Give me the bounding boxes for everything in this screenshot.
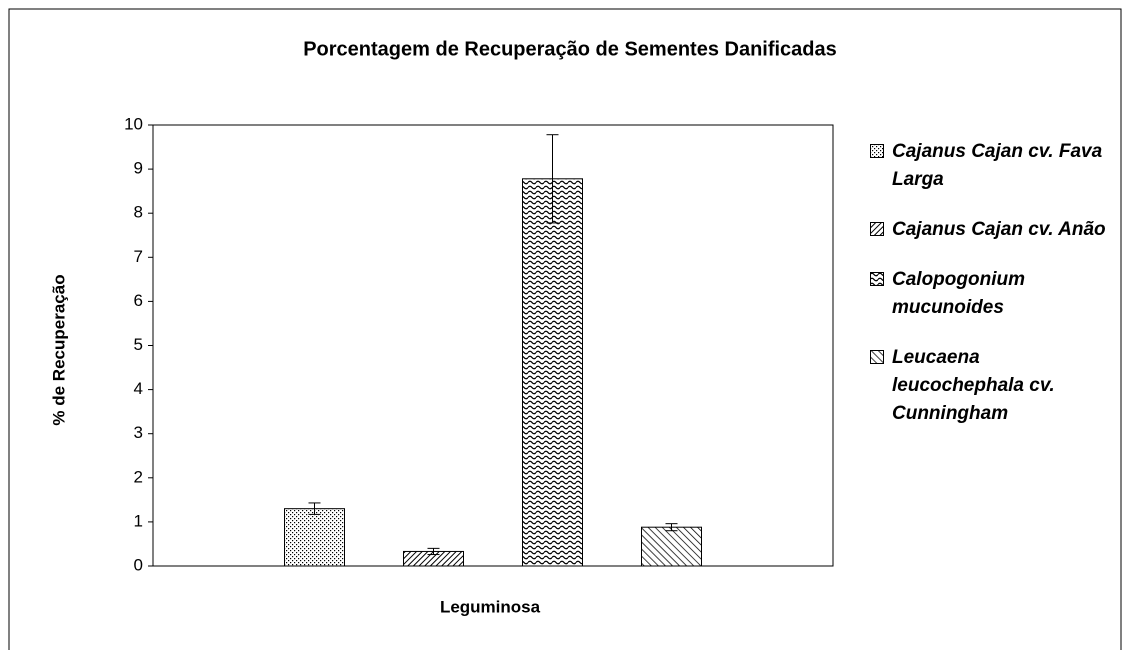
error-bar bbox=[308, 502, 321, 515]
bar bbox=[641, 526, 702, 567]
y-axis-title: % de Recuperação bbox=[49, 274, 68, 425]
legend-label: Cajanus Cajan cv. Anão bbox=[892, 219, 1106, 240]
bar bbox=[522, 178, 583, 567]
chart-title: Porcentagem de Recuperação de Sementes D… bbox=[303, 38, 837, 60]
legend-swatch bbox=[870, 272, 884, 286]
y-tick-label: 0 bbox=[134, 555, 143, 574]
y-tick-label: 7 bbox=[134, 247, 143, 266]
x-axis-title: Leguminosa bbox=[440, 597, 541, 616]
y-tick-label: 10 bbox=[124, 114, 143, 133]
legend-item: Cajanus Cajan cv. Fava Larga bbox=[870, 138, 1120, 194]
y-tick-label: 2 bbox=[134, 467, 143, 486]
legend-item: Cajanus Cajan cv. Anão bbox=[870, 216, 1120, 244]
legend-swatch-box bbox=[870, 272, 884, 286]
y-tick-label: 5 bbox=[134, 335, 143, 354]
legend-label: Leucaena leucochephala cv. Cunningham bbox=[892, 347, 1055, 424]
y-tick-label: 1 bbox=[134, 511, 143, 530]
legend-swatch-box bbox=[870, 144, 884, 158]
legend-item: Calopogonium mucunoides bbox=[870, 266, 1120, 322]
legend-swatch bbox=[870, 222, 884, 236]
legend-label: Calopogonium mucunoides bbox=[892, 269, 1025, 318]
legend-label: Cajanus Cajan cv. Fava Larga bbox=[892, 141, 1103, 190]
y-tick-label: 9 bbox=[134, 159, 143, 178]
error-bar bbox=[546, 134, 559, 224]
legend-swatch-box bbox=[870, 222, 884, 236]
chart-frame bbox=[8, 8, 1122, 650]
error-bar bbox=[427, 547, 440, 556]
y-tick-label: 6 bbox=[134, 291, 143, 310]
legend-item: Leucaena leucochephala cv. Cunningham bbox=[870, 344, 1120, 428]
y-tick-label: 8 bbox=[134, 203, 143, 222]
plot-area bbox=[152, 124, 834, 567]
legend-swatch bbox=[870, 350, 884, 364]
legend: Cajanus Cajan cv. Fava Larga Cajanus Caja… bbox=[870, 138, 1120, 450]
y-tick-label: 4 bbox=[134, 379, 143, 398]
bar bbox=[284, 508, 345, 567]
y-tick-label: 3 bbox=[134, 423, 143, 442]
error-bar bbox=[665, 523, 678, 532]
legend-swatch bbox=[870, 144, 884, 158]
legend-swatch-box bbox=[870, 350, 884, 364]
